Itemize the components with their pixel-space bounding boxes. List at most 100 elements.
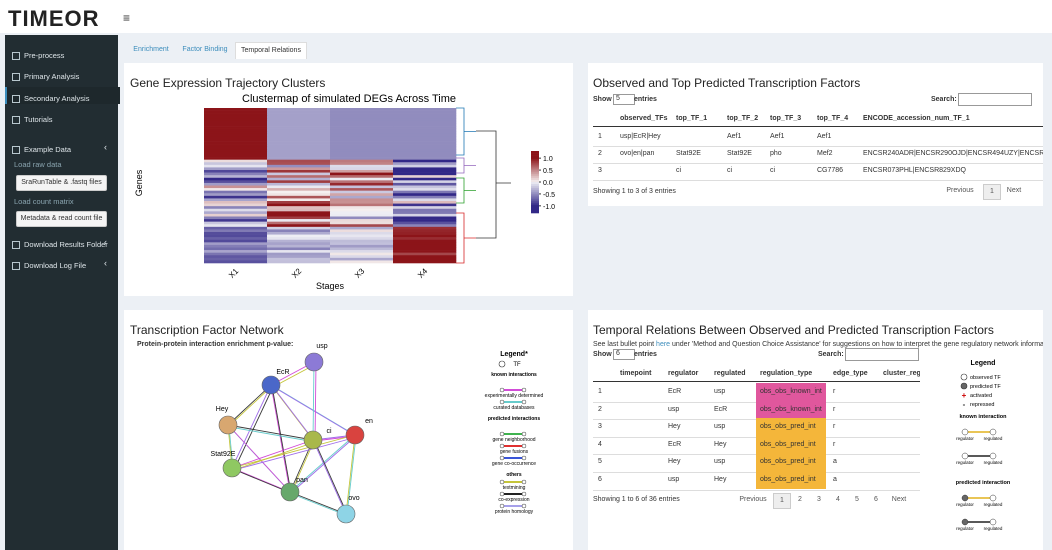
- colorbar-band: [531, 208, 539, 212]
- search-input[interactable]: [845, 348, 919, 361]
- legend-dot: [499, 479, 505, 485]
- nav-item[interactable]: Pre-process: [24, 51, 65, 60]
- table-cell: obs_obs_pred_int: [756, 471, 826, 489]
- colorbar-label: -1.0: [543, 204, 555, 211]
- page-button[interactable]: 4: [836, 496, 840, 503]
- heat-cell: [204, 154, 268, 158]
- page-button[interactable]: Previous: [946, 187, 974, 194]
- heat-cell: [393, 211, 457, 215]
- page-button[interactable]: 1: [983, 184, 1001, 200]
- heat-cell: [204, 123, 268, 127]
- column-header[interactable]: top_TF_1: [676, 115, 708, 122]
- column-header[interactable]: top_TF_3: [770, 115, 802, 122]
- column-header[interactable]: ENCODE_accession_num_TF_1: [863, 115, 970, 122]
- heat-cell: [204, 244, 268, 248]
- heat-cell: [267, 157, 331, 160]
- logo[interactable]: TIMEOR: [8, 6, 100, 31]
- heat-cell: [393, 208, 457, 212]
- heat-cell: [330, 237, 394, 241]
- colorbar-band: [531, 151, 539, 154]
- menu-toggle[interactable]: ≡: [123, 11, 131, 25]
- heat-cell: [267, 146, 331, 150]
- column-header[interactable]: top_TF_4: [817, 115, 849, 122]
- select[interactable]: 6: [613, 349, 635, 360]
- column-header[interactable]: observed_TFs: [620, 115, 668, 122]
- label: Show: [593, 96, 612, 103]
- button[interactable]: SraRunTable & .fastq files: [16, 175, 107, 191]
- column-header[interactable]: regulation_type: [760, 370, 813, 377]
- tab[interactable]: Factor Binding: [182, 46, 228, 53]
- nav-item[interactable]: Example Data: [24, 145, 72, 154]
- table-cell: 1: [598, 133, 602, 140]
- heat-cell: [267, 242, 331, 246]
- legend-marker: -: [963, 400, 966, 409]
- tab[interactable]: Enrichment: [133, 46, 169, 53]
- heat-cell: [267, 229, 331, 233]
- heat-cell: [393, 139, 457, 142]
- nav-item[interactable]: Secondary Analysis: [24, 94, 90, 103]
- column-header[interactable]: edge_type: [833, 370, 868, 377]
- nav-item[interactable]: Tutorials: [24, 115, 53, 124]
- edge: [233, 386, 274, 471]
- table-cell: obs_obs_pred_int: [756, 435, 826, 454]
- button[interactable]: Metadata & read count file: [16, 211, 107, 227]
- table-cell: CG7786: [817, 167, 844, 174]
- panel-title: Transcription Factor Network: [130, 323, 284, 337]
- dendrogram: [456, 157, 476, 174]
- top-bar: [0, 0, 1052, 33]
- table-cell: Aef1: [727, 133, 742, 140]
- heat-cell: [204, 108, 268, 111]
- edge: [227, 424, 314, 441]
- node-label: en: [365, 418, 373, 425]
- heat-cell: [330, 208, 394, 212]
- colorbar-band: [531, 182, 539, 185]
- heat-cell: [330, 175, 394, 179]
- table-cell: usp|EcR|Hey: [620, 133, 661, 140]
- heat-cell: [393, 195, 457, 199]
- nav-item[interactable]: Primary Analysis: [24, 72, 80, 81]
- heat-cell: [204, 170, 268, 173]
- x-tick-label: X3: [353, 266, 367, 280]
- table-cell: 2: [598, 405, 602, 413]
- nav-item[interactable]: Download Log File: [24, 261, 87, 270]
- nav-item[interactable]: Download Results Folder: [24, 240, 108, 249]
- heat-cell: [330, 206, 394, 210]
- column-header[interactable]: cluster_regu: [883, 370, 920, 377]
- heat-cell: [204, 213, 268, 217]
- node-label: Stat92E: [211, 451, 236, 458]
- heat-cell: [393, 154, 457, 158]
- search-input[interactable]: [958, 93, 1032, 106]
- heat-cell: [204, 193, 268, 197]
- colorbar-band: [531, 179, 539, 183]
- column-header[interactable]: top_TF_2: [727, 115, 759, 122]
- column-header[interactable]: regulated: [714, 370, 746, 377]
- legend-dot: [499, 431, 505, 437]
- heat-cell: [393, 118, 457, 122]
- page-button[interactable]: 3: [817, 496, 821, 503]
- page-button[interactable]: 6: [874, 496, 878, 503]
- heat-cell: [204, 139, 268, 142]
- select[interactable]: 5: [613, 94, 635, 105]
- link[interactable]: here: [656, 341, 671, 348]
- column-header[interactable]: regulator: [668, 370, 699, 377]
- heat-cell: [393, 159, 457, 163]
- legend-text: regulator: [956, 502, 974, 507]
- heat-cell: [204, 229, 268, 233]
- legend-dot: [499, 387, 505, 393]
- legend-text: regulator: [956, 460, 974, 465]
- column-header[interactable]: timepoint: [620, 370, 652, 377]
- heat-cell: [330, 110, 394, 114]
- page-button[interactable]: 2: [798, 496, 802, 503]
- page-button[interactable]: Next: [1006, 187, 1022, 194]
- tab[interactable]: Temporal Relations: [235, 42, 307, 59]
- table-cell: obs_obs_pred_int: [756, 453, 826, 471]
- table-cell: 6: [598, 476, 602, 483]
- page-button[interactable]: 5: [855, 496, 859, 503]
- heat-cell: [267, 164, 331, 168]
- page-button[interactable]: 1: [773, 493, 791, 509]
- edge: [270, 384, 291, 493]
- heat-cell: [204, 128, 268, 132]
- heat-cell: [330, 136, 394, 140]
- page-button[interactable]: Previous: [739, 496, 767, 503]
- page-button[interactable]: Next: [891, 496, 907, 503]
